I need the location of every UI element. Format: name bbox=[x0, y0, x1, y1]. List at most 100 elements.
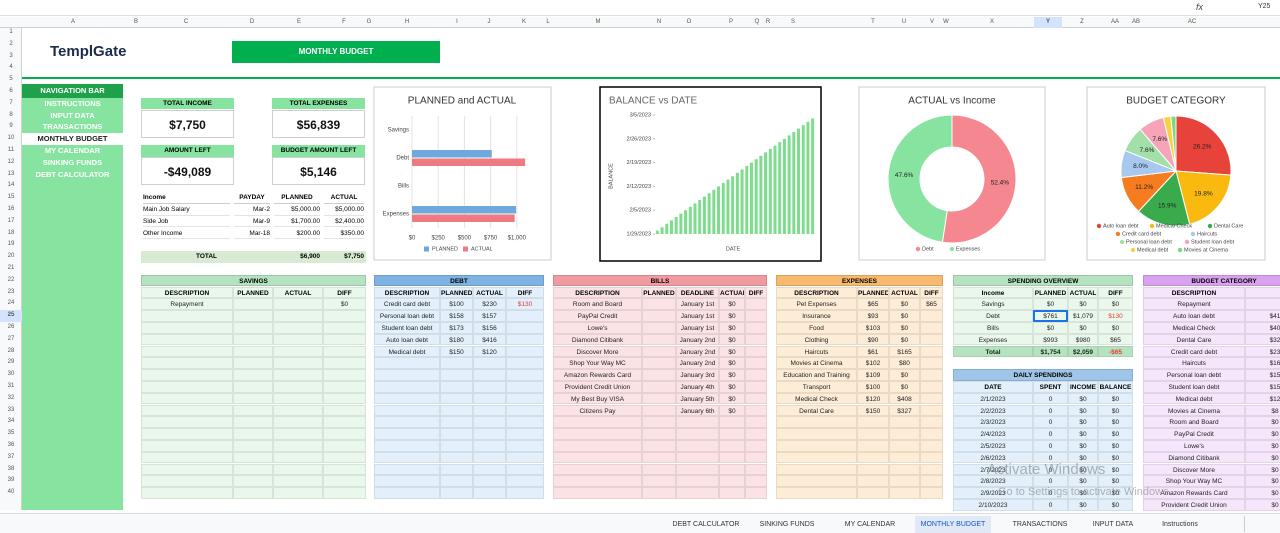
empty-cell bbox=[440, 369, 473, 381]
empty-cell bbox=[506, 369, 544, 381]
empty-cell bbox=[233, 345, 273, 358]
empty-cell bbox=[857, 416, 889, 429]
navigation-item[interactable]: TRANSACTIONS bbox=[42, 122, 103, 132]
table-cell: 0 bbox=[1033, 416, 1068, 429]
table-cell: 2/1/2023 bbox=[953, 392, 1033, 405]
table-header: PLANNED bbox=[642, 286, 676, 299]
table-cell: Provident Credit Union bbox=[553, 380, 642, 393]
empty-cell bbox=[857, 487, 889, 499]
table-cell: January 2nd bbox=[676, 345, 719, 358]
empty-cell bbox=[323, 428, 366, 440]
table-cell: $0 bbox=[1068, 463, 1098, 476]
table-cell: 2/6/2023 bbox=[953, 451, 1033, 464]
sheet-tab[interactable]: MY CALENDAR bbox=[844, 521, 896, 528]
empty-cell bbox=[141, 463, 233, 476]
empty-cell bbox=[323, 475, 366, 488]
table-cell: $100 bbox=[440, 298, 473, 311]
table-header: DEADLINE bbox=[676, 286, 719, 299]
sheet-tab[interactable]: INPUT DATA bbox=[1092, 521, 1134, 528]
table-header: ACTUAL bbox=[1068, 286, 1098, 299]
row-number: 34 bbox=[7, 418, 15, 425]
row-number: 24 bbox=[7, 300, 15, 307]
table-cell: Auto loan debt bbox=[1143, 310, 1245, 322]
slice-label: 26.2% bbox=[1193, 143, 1212, 150]
income-header: PLANNED bbox=[274, 192, 320, 204]
empty-cell bbox=[141, 416, 233, 429]
sheet-tab[interactable]: Instructions bbox=[1162, 521, 1198, 528]
x-tick-label: $0 bbox=[409, 236, 416, 242]
empty-cell bbox=[506, 392, 544, 405]
income-total-row bbox=[141, 251, 366, 263]
table-cell: $120 bbox=[857, 392, 889, 405]
empty-cell bbox=[553, 463, 642, 476]
bar bbox=[797, 128, 801, 234]
table-cell: Dental Care bbox=[1143, 333, 1245, 346]
table-cell bbox=[920, 404, 943, 417]
empty-cell bbox=[233, 357, 273, 370]
empty-cell bbox=[473, 404, 506, 417]
empty-cell bbox=[233, 428, 273, 440]
empty-cell bbox=[273, 380, 323, 393]
sheet-tab[interactable]: SINKING FUNDS bbox=[759, 521, 815, 528]
column-header: P bbox=[728, 19, 733, 25]
chart-frame bbox=[373, 86, 552, 261]
row-number: 19 bbox=[7, 241, 15, 248]
table-cell: Amazon Rewards Card bbox=[1143, 487, 1245, 499]
empty-cell bbox=[889, 439, 920, 452]
navigation-item[interactable]: MONTHLY BUDGET bbox=[22, 133, 123, 145]
table-cell: $0 bbox=[1068, 428, 1098, 440]
table-cell: $0 bbox=[1098, 392, 1133, 405]
column-header: T bbox=[871, 19, 875, 25]
navigation-item[interactable]: SINKING FUNDS bbox=[42, 157, 103, 167]
sheet-tab[interactable]: TRANSACTIONS bbox=[1012, 521, 1068, 528]
navigation-item[interactable]: MY CALENDAR bbox=[44, 145, 101, 155]
category-label: Bills bbox=[398, 184, 409, 190]
sheet-tab[interactable]: DEBT CALCULATOR bbox=[672, 521, 740, 528]
table-title: SAVINGS bbox=[141, 274, 366, 287]
title-button[interactable]: MONTHLY BUDGET bbox=[232, 41, 440, 63]
income-total: $6,900 bbox=[300, 253, 320, 261]
column-header: A bbox=[70, 19, 75, 25]
y-tick-label: 2/26/2023 bbox=[627, 136, 651, 142]
empty-cell bbox=[920, 428, 943, 440]
income-cell: $5,000.00 bbox=[274, 204, 320, 216]
summary-label: TOTAL INCOME bbox=[141, 97, 234, 110]
legend-label: Credit card debt bbox=[1122, 231, 1162, 237]
navigation-item[interactable]: DEBT CALCULATOR bbox=[35, 169, 110, 179]
y-axis-label: BALANCE bbox=[608, 163, 614, 189]
row-number: 33 bbox=[7, 406, 15, 413]
table-title: BUDGET CATEGORY bbox=[1143, 274, 1280, 287]
table-header: DIFF bbox=[323, 286, 366, 299]
table-cell: $0 bbox=[889, 380, 920, 393]
legend-swatch bbox=[1096, 223, 1102, 229]
column-header: U bbox=[901, 19, 907, 25]
legend-swatch bbox=[1149, 223, 1155, 229]
table-cell bbox=[642, 392, 676, 405]
row-number: 7 bbox=[9, 99, 13, 106]
table-cell bbox=[745, 298, 767, 311]
empty-cell bbox=[374, 463, 440, 476]
table-cell: $93 bbox=[857, 310, 889, 322]
sheet-tab[interactable]: MONTHLY BUDGET bbox=[915, 516, 991, 533]
table-cell: $158 bbox=[440, 310, 473, 322]
table-cell: 0 bbox=[1033, 439, 1068, 452]
table-cell bbox=[745, 345, 767, 358]
chart-title: BUDGET CATEGORY bbox=[1126, 96, 1226, 107]
x-tick-label: $250 bbox=[432, 236, 446, 242]
table-cell: $993 bbox=[1033, 333, 1068, 346]
empty-cell bbox=[440, 357, 473, 370]
navigation-item[interactable]: INSTRUCTIONS bbox=[44, 98, 101, 108]
column-header: I bbox=[456, 19, 458, 25]
row-number: 22 bbox=[7, 276, 15, 283]
navigation-item[interactable]: INPUT DATA bbox=[50, 110, 95, 120]
column-header: E bbox=[296, 19, 301, 25]
table-title: BILLS bbox=[553, 274, 767, 287]
empty-cell bbox=[745, 463, 767, 476]
table-cell: Discover More bbox=[553, 345, 642, 358]
table-cell: $230 bbox=[473, 298, 506, 311]
empty-cell bbox=[719, 439, 745, 452]
add-sheet[interactable] bbox=[1244, 516, 1256, 532]
empty-cell bbox=[273, 310, 323, 322]
table-cell: $0 bbox=[1033, 321, 1068, 334]
empty-cell bbox=[745, 428, 767, 440]
